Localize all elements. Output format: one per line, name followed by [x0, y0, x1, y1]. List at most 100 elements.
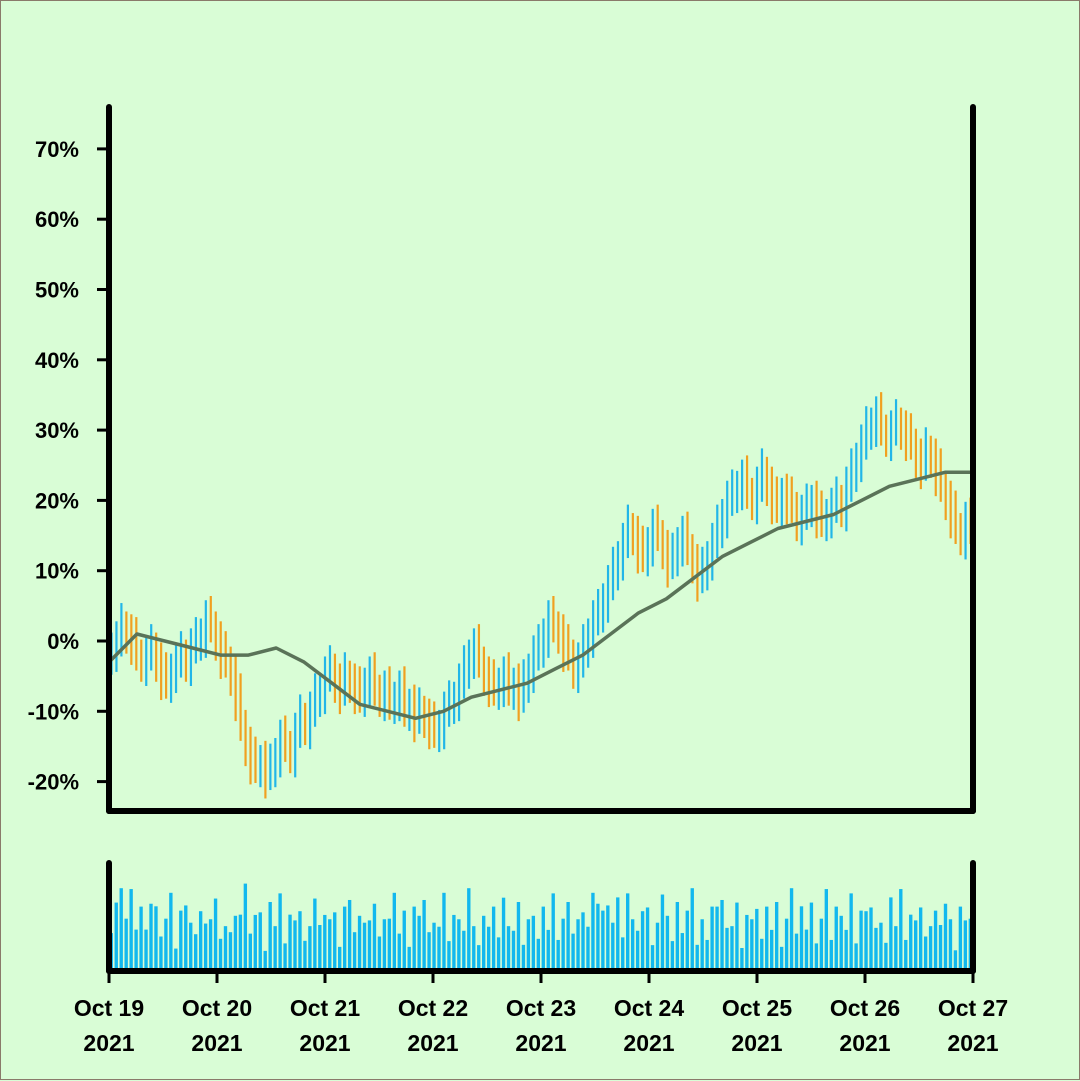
volume-bar [506, 926, 511, 971]
volume-bar [357, 915, 362, 971]
x-tick-label-year: 2021 [839, 1030, 890, 1056]
volume-bar [735, 902, 739, 971]
volume-bar [725, 927, 729, 971]
volume-bar [323, 914, 327, 971]
volume-bar [685, 910, 689, 971]
volume-bar [963, 920, 968, 971]
x-tick-label-day: Oct 20 [182, 995, 252, 1021]
volume-bar [189, 922, 193, 971]
volume-bar [521, 944, 526, 971]
volume-bar [879, 922, 883, 971]
y-axis-tick-labels: -20% -10% 0% 10% 20% 30% 40% 50% 60% 70% [28, 137, 79, 795]
volume-bar [208, 919, 213, 971]
volume-bar [938, 925, 943, 971]
volume-bar [869, 907, 873, 971]
volume-bar [203, 923, 208, 971]
volume-bar [556, 939, 560, 971]
volume-bar [720, 899, 724, 971]
x-tick-label-year: 2021 [83, 1030, 134, 1056]
volume-bar [546, 929, 550, 971]
volume-bar [218, 938, 223, 971]
volume-bar [899, 889, 903, 971]
volume-bar [889, 897, 893, 971]
volume-bar [298, 911, 302, 971]
volume-bar [228, 932, 233, 971]
volume-bar [159, 936, 163, 971]
volume-bar [184, 905, 188, 971]
volume-bar [640, 911, 645, 971]
volume-bar [894, 926, 898, 971]
volume-bar [884, 942, 888, 971]
volume-bar [928, 926, 933, 971]
volume-bar [779, 946, 784, 971]
volume-bar [829, 939, 833, 971]
volume-bar [347, 899, 352, 971]
volume-bar [462, 930, 466, 971]
volume-bar [755, 908, 759, 971]
volume-bar [670, 941, 675, 971]
volume-bar [248, 933, 252, 971]
volume-bar [491, 906, 496, 971]
y-tick-label: -10% [28, 699, 79, 724]
volume-bar [164, 918, 168, 971]
y-tick-label: 30% [35, 418, 79, 443]
volume-bar [804, 929, 809, 971]
volume-bar [645, 907, 650, 971]
volume-bar [149, 903, 153, 971]
x-tick-label-day: Oct 26 [830, 995, 900, 1021]
volume-bar [417, 915, 421, 971]
volume-bar [586, 926, 590, 971]
x-tick-label-day: Oct 22 [398, 995, 468, 1021]
volume-bar [119, 888, 123, 971]
volume-bar [943, 903, 948, 971]
volume-bar [194, 934, 198, 971]
x-tick-label-day: Oct 21 [290, 995, 361, 1021]
price-bars-group [110, 392, 972, 799]
volume-bar [665, 915, 670, 971]
volume-bar [367, 920, 372, 971]
volume-bar [258, 912, 262, 971]
volume-bar [774, 902, 779, 971]
volume-bar [273, 926, 277, 971]
volume-bar [874, 927, 878, 971]
volume-bar [551, 893, 555, 971]
y-tick-label: 10% [35, 559, 79, 584]
volume-bar [770, 929, 774, 971]
volume-bar [422, 899, 426, 971]
volume-bar [139, 906, 143, 971]
volume-bar [576, 919, 580, 971]
volume-bar [288, 914, 292, 971]
volume-bar [283, 943, 287, 971]
volume-bar [268, 902, 272, 971]
x-tick-label-year: 2021 [515, 1030, 566, 1056]
volume-bar [516, 902, 521, 971]
volume-bar [953, 950, 958, 971]
volume-bar [655, 922, 660, 971]
volume-bar [680, 933, 684, 971]
volume-bar [412, 906, 416, 971]
volume-bar [467, 888, 471, 971]
x-tick-label-day: Oct 19 [74, 995, 144, 1021]
volume-bar [918, 907, 923, 971]
volume-bar [486, 926, 491, 971]
volume-bar [700, 919, 704, 971]
volume-bar [621, 937, 625, 971]
volume-bar [849, 893, 853, 971]
volume-bar [457, 919, 461, 971]
volume-bar [387, 918, 392, 971]
volume-bar [606, 905, 610, 971]
x-tick-label-year: 2021 [407, 1030, 458, 1056]
volume-bar [933, 910, 938, 971]
volume-bar [313, 898, 317, 971]
y-tick-label: 50% [35, 278, 79, 303]
volume-bar [442, 892, 446, 971]
x-tick-label-year: 2021 [947, 1030, 998, 1056]
volume-bar [675, 902, 680, 971]
volume-bar [635, 930, 640, 971]
volume-bar [501, 897, 506, 971]
x-tick-label-year: 2021 [731, 1030, 782, 1056]
volume-bar [233, 915, 238, 971]
volume-bar [909, 914, 913, 971]
axes-frame [97, 104, 976, 983]
